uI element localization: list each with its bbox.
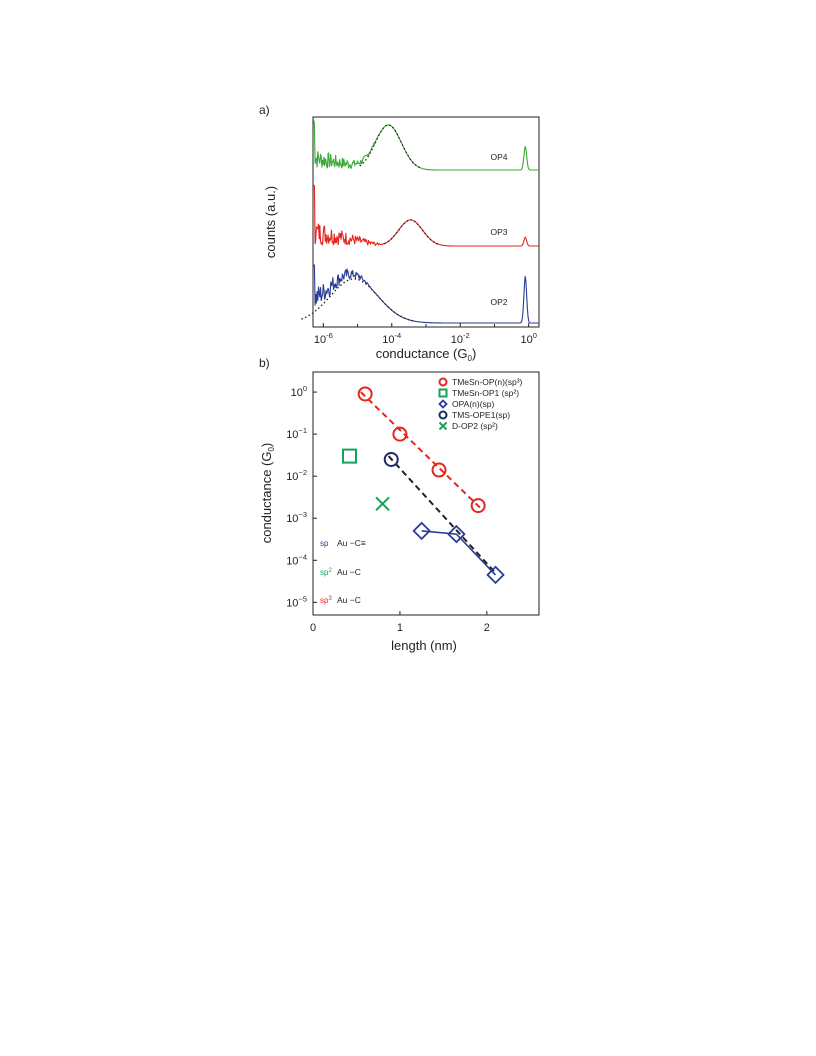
panel-a-x-tick-label: 10-4 [382,331,401,346]
inset-hybridization-label: sp2 [320,568,332,577]
panel-b-x-tick-label: 2 [484,622,490,634]
series-label-op3: OP3 [490,227,507,237]
panel-b-x-tick-label: 1 [397,622,403,634]
data-point-circle [383,451,399,467]
series-line-op4 [313,119,539,171]
panel-b-label: b) [259,356,270,370]
panel-b-y-tick-label: 10−2 [286,468,307,483]
data-point-diamond [447,524,466,544]
series-label-op4: OP4 [490,152,507,162]
inset-bond-label: Au −C [337,567,361,577]
inset-bond-label: Au −C≡ [337,538,366,548]
fit-line-1 [387,455,497,574]
fit-curve-op4 [359,124,421,169]
fit-line-0 [360,391,481,509]
series-label-op2: OP2 [490,297,507,307]
legend-marker-circle [438,410,448,420]
panel-b-x-axis-label: length (nm) [391,638,457,653]
panel-b-plot-frame [312,371,540,616]
panel-b-y-tick-label: 10−5 [286,594,307,609]
legend-marker-square [438,388,448,398]
panel-b-x-tick-label: 0 [310,622,316,634]
data-point-x [375,496,390,512]
data-point-circle [392,426,408,442]
series-line-op3 [313,184,539,247]
panel-b-y-tick-label: 10−4 [286,552,307,567]
legend-marker-diamond [438,399,448,409]
data-point-circle [357,386,373,402]
panel-a-x-tick-label: 10-2 [451,331,470,346]
panel-a-x-tick-label: 100 [520,331,536,346]
panel-b-y-tick-label: 10−1 [286,426,307,441]
panel-a-label: a) [259,103,270,117]
legend-entry-label: TMeSn-OP1 (sp²) [452,388,519,398]
inset-hybridization-label: sp [320,539,329,548]
inset-bond-label: Au −C [337,595,361,605]
legend-marker-circle [438,377,448,387]
data-point-circle [431,462,447,478]
legend-entry-label: TMS-OPE1(sp) [452,410,510,420]
data-point-circle [470,498,486,514]
panel-a-x-tick-label: 10-6 [314,331,333,346]
panel-a-y-axis-label: counts (a.u.) [263,186,278,258]
panel-a-plot-frame [312,116,540,328]
legend-entry-label: D-OP2 (sp²) [452,421,498,431]
legend-entry-label: OPA(n)(sp) [452,399,495,409]
series-connector [421,530,497,576]
legend-marker-x [438,421,448,431]
data-point-square [342,448,358,464]
inset-hybridization-label: sp3 [320,596,332,605]
panel-b-y-axis-label: conductance (G0) [259,443,276,544]
panel-b-y-tick-label: 100 [291,384,307,399]
legend-entry-label: TMeSn-OP(n)(sp³) [452,377,523,387]
data-point-diamond [486,565,505,585]
data-point-diamond [412,521,431,541]
panel-b-y-tick-label: 10−3 [286,510,307,525]
series-line-op2 [313,264,539,324]
fit-curve-op3 [383,219,441,246]
panel-a-x-axis-label: conductance (G0) [376,346,477,363]
